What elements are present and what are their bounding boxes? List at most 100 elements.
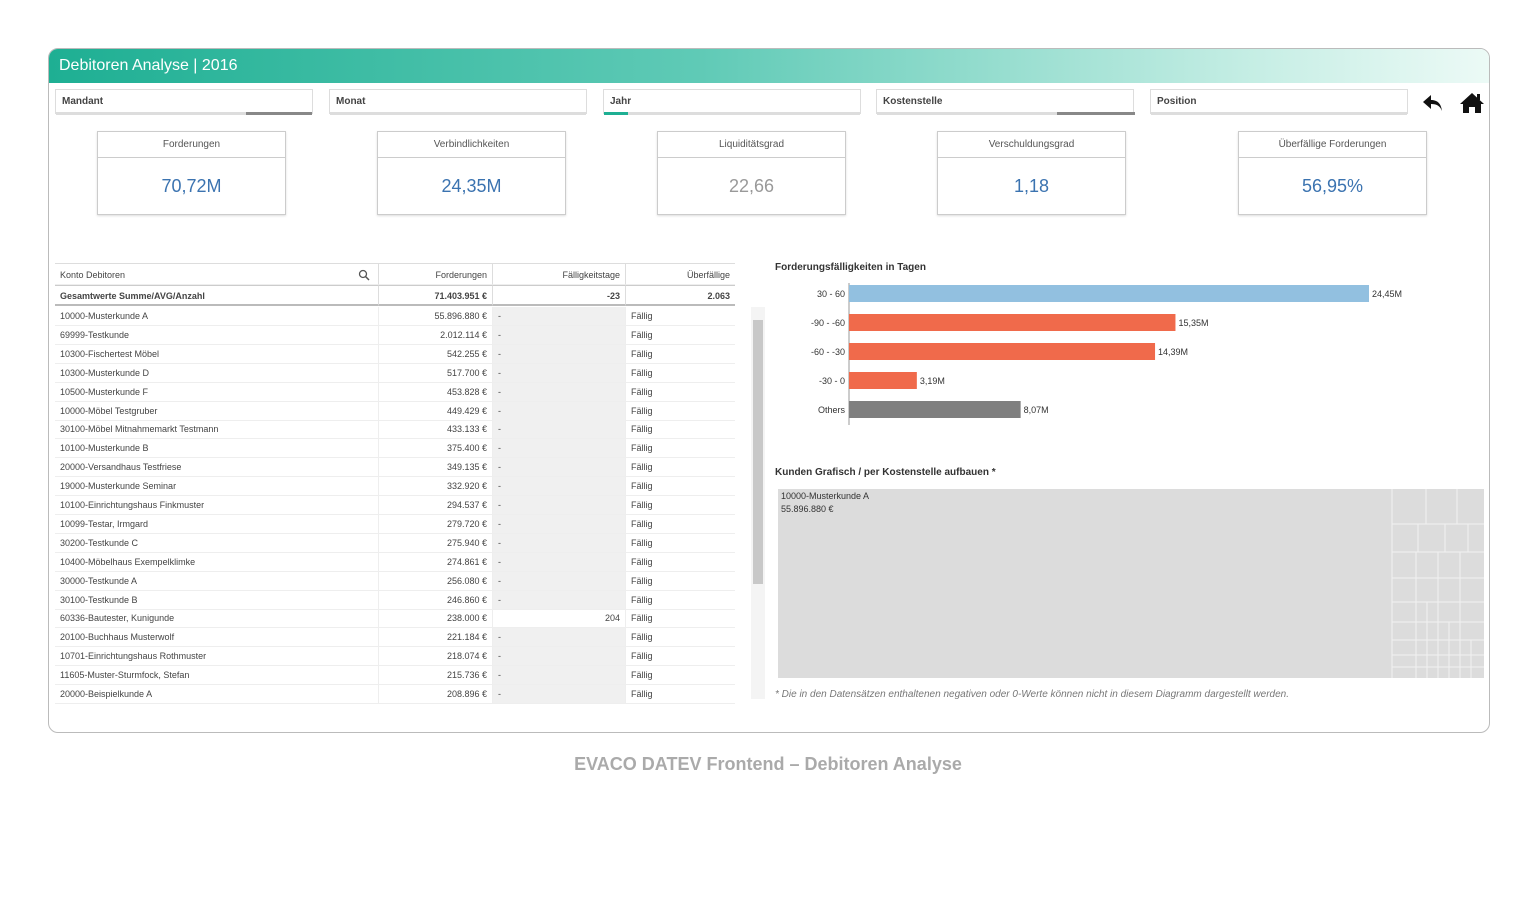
table-cell: 349.135 € [378,458,492,478]
table-cell: Fällig [625,533,735,553]
table-cell: Fällig [625,458,735,478]
table-cell: 294.537 € [378,496,492,515]
table-cell: 11605-Muster-Sturmfock, Stefan [55,666,378,686]
table-cell: 542.255 € [378,344,492,364]
table-cell: - [492,647,625,667]
table-cell: - [492,514,625,534]
table-cell: - [492,685,625,704]
table-cell: - [492,401,625,421]
table-cell: - [492,307,625,326]
caption: EVACO DATEV Frontend – Debitoren Analyse [574,754,962,774]
table-cell: Fällig [625,307,735,326]
table-cell: 204 [492,609,625,629]
table-cell: 453.828 € [378,382,492,402]
bar [849,343,1156,360]
table-cell: 449.429 € [378,401,492,421]
table-cell: 20000-Versandhaus Testfriese [55,458,378,478]
kpi-title: Verschuldungsgrad [938,132,1125,158]
table-cell: 30100-Möbel Mitnahmemarkt Testmann [55,420,378,440]
table-cell: 19000-Musterkunde Seminar [55,477,378,497]
table-cell: Fällig [625,420,735,440]
table-cell: 246.860 € [378,590,492,610]
kpi-title: Forderungen [98,132,285,158]
filter-bar [877,112,1133,115]
table-cell: 10400-Möbelhaus Exempelklimke [55,553,378,572]
table-cell: 238.000 € [378,609,492,629]
total-cell: 2.063 [625,285,735,306]
kpi-card: Verschuldungsgrad 1,18 [937,131,1126,215]
filter-bar [604,112,860,115]
table-cell: 10300-Fischertest Möbel [55,345,378,364]
filter-box[interactable]: Position [1150,89,1408,115]
table-cell: - [492,477,625,497]
filter-fill [1057,112,1135,115]
bar [849,285,1369,302]
filter-bar [330,112,586,115]
table-cell: - [492,363,625,383]
table-cell: 208.896 € [378,685,492,704]
table-cell: 215.736 € [378,666,492,686]
table-cell: 10100-Musterkunde B [55,439,378,459]
table-cell: - [492,533,625,553]
kpi-card: Verbindlichkeiten 24,35M [377,131,566,215]
scroll-thumb[interactable] [753,320,763,584]
table-cell: - [492,571,625,591]
table-cell: 221.184 € [378,628,492,648]
dashboard-panel: Debitoren Analyse | 2016 [48,48,1490,733]
table-cell: 10099-Testar, Irmgard [55,515,378,534]
table-cell: Fällig [625,363,735,383]
filter-box[interactable]: Mandant [55,89,313,115]
column-header[interactable]: Überfällige [625,263,735,285]
treemap-note: * Die in den Datensätzen enthaltenen neg… [775,689,1289,700]
column-header[interactable]: Fälligkeitstage [492,263,625,285]
table-cell: Fällig [625,382,735,402]
home-icon[interactable] [1459,91,1485,115]
table-cell: - [492,439,625,459]
table-cell: Fällig [625,325,735,345]
table-cell: Fällig [625,439,735,459]
header-title: Debitoren Analyse | 2016 [49,49,1489,83]
value-label: 14,39M [1158,347,1188,357]
table-cell: 517.700 € [378,363,492,383]
filter-box[interactable]: Monat [329,89,587,115]
table-cell: 60336-Bautester, Kunigunde [55,609,378,629]
table-cell: Fällig [625,647,735,667]
back-icon[interactable] [1421,91,1445,115]
table-cell: 69999-Testkunde [55,326,378,345]
table-cell: Fällig [625,666,735,686]
kpi-value: 56,95% [1301,176,1364,196]
table-cell: 55.896.880 € [378,307,492,326]
table-cell: 10000-Musterkunde A [55,307,378,326]
table-cell: 20000-Beispielkunde A [55,685,378,704]
filter-bar [56,112,312,115]
kpi-value: 22,66 [728,176,775,196]
table-cell: - [492,420,625,440]
kpi-value: 24,35M [441,176,502,196]
table-cell: 10300-Musterkunde D [55,364,378,383]
table-cell: Fällig [625,552,735,572]
table-cell: - [492,496,625,515]
value-label: 24,45M [1372,289,1402,299]
table-cell: 375.400 € [378,439,492,459]
table-cell: Fällig [625,571,735,591]
table-cell: - [492,325,625,345]
kpi-card: Liquiditätsgrad 22,66 [657,131,846,215]
category-label: -30 - 0 [819,376,845,386]
column-header[interactable]: Forderungen [378,263,492,285]
table-cell: 332.920 € [378,477,492,497]
column-header[interactable]: Konto Debitoren [55,263,378,285]
filter-box[interactable]: Kostenstelle [876,89,1135,115]
kpi-value: 1,18 [1013,176,1050,196]
table-cell: Fällig [625,477,735,497]
treemap-value: 55.896.880 € [781,504,834,514]
chart-title: Forderungsfälligkeiten in Tagen [775,262,926,273]
treemap-area [778,489,1484,678]
table-cell: Fällig [625,628,735,648]
table-cell: 279.720 € [378,514,492,534]
filter-bar [1151,112,1407,115]
table-cell: 10000-Möbel Testgruber [55,402,378,421]
value-label: 15,35M [1178,318,1208,328]
value-label: 8,07M [1024,405,1049,415]
filter-box[interactable]: Jahr [603,89,861,115]
